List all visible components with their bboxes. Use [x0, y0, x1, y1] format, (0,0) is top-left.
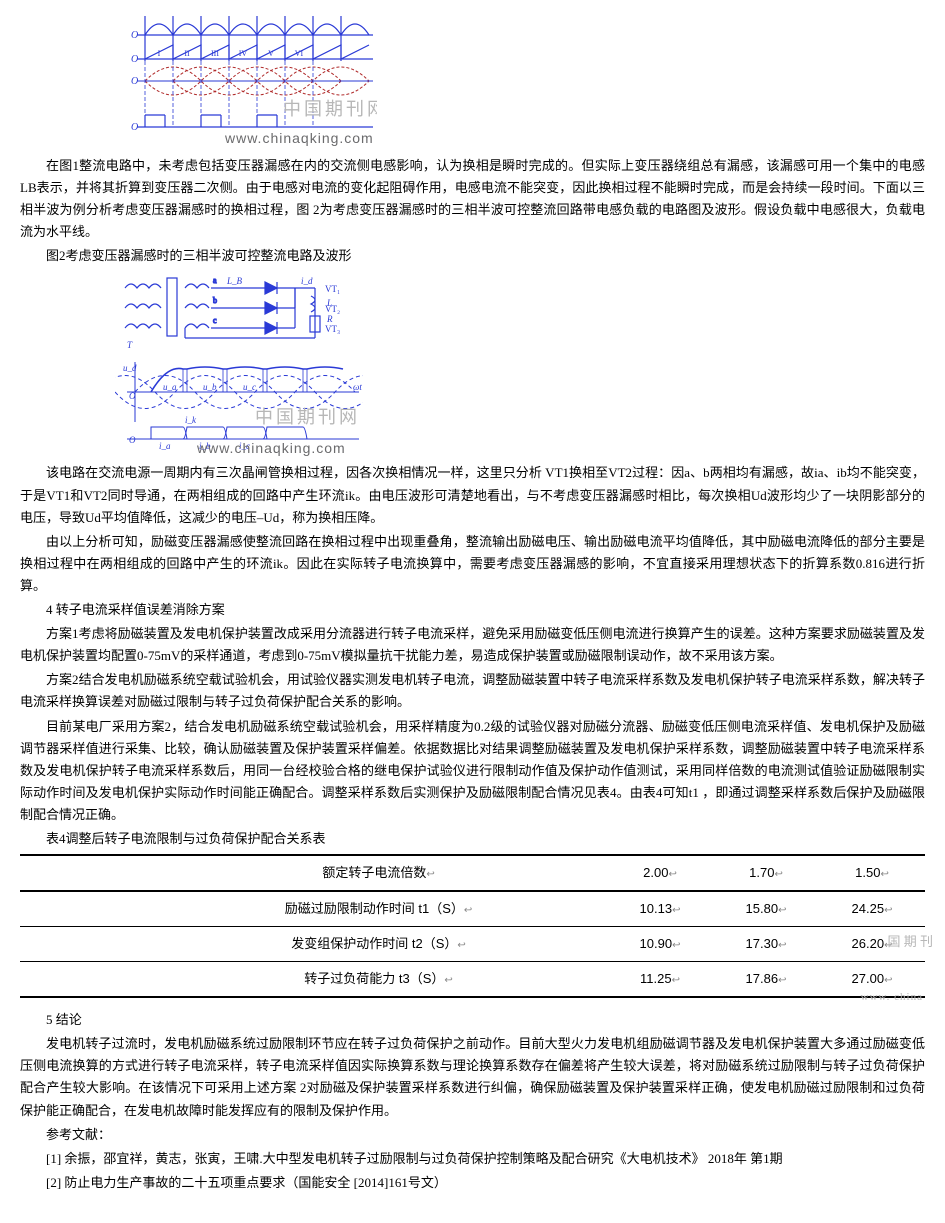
- svg-text:VI: VI: [295, 49, 304, 58]
- svg-text:u_d: u_d: [123, 363, 137, 373]
- svg-text:b: b: [213, 296, 217, 305]
- svg-text:L: L: [326, 298, 332, 308]
- svg-text:u_a: u_a: [163, 382, 177, 392]
- table-row: 发变组保护动作时间 t2（S）↩ 10.90↩ 17.30↩ 26.20↩国 期…: [20, 927, 925, 962]
- section-5-heading: 5 结论: [20, 1009, 925, 1031]
- row-value: 10.90↩: [607, 927, 713, 962]
- svg-text:中国期刊网: 中国期刊网: [283, 99, 377, 119]
- paragraph-3: 由以上分析可知，励磁变压器漏感使整流回路在换相过程中出现重叠角，整流输出励磁电压…: [20, 531, 925, 597]
- row-value: 26.20↩国 期 刊: [819, 927, 925, 962]
- row-label: 励磁过励限制动作时间 t1（S）↩: [20, 891, 607, 927]
- table-col-0: 2.00↩: [607, 855, 713, 891]
- svg-text:u_b: u_b: [203, 382, 217, 392]
- table-head-row: 额定转子电流倍数↩ 2.00↩ 1.70↩ 1.50↩: [20, 855, 925, 891]
- reference-1: [1] 余振，邵宜祥，黄志，张寅，王啸.大中型发电机转子过励限制与过负荷保护控制…: [20, 1148, 925, 1170]
- svg-text:i_k: i_k: [185, 415, 197, 425]
- svg-text:V: V: [268, 49, 274, 58]
- svg-text:R: R: [326, 314, 333, 324]
- svg-text:VT₁: VT₁: [325, 284, 340, 294]
- svg-text:O: O: [129, 391, 136, 401]
- svg-text:L_B: L_B: [226, 276, 243, 286]
- table-col-2: 1.50↩: [819, 855, 925, 891]
- table-col-1: 1.70↩: [713, 855, 819, 891]
- paragraph-1: 在图1整流电路中，未考虑包括变压器漏感在内的交流侧电感影响，认为换相是瞬时完成的…: [20, 155, 925, 243]
- svg-text:O: O: [129, 435, 136, 445]
- paragraph-2: 该电路在交流电源一周期内有三次晶闸管换相过程，因各次换相情况一样，这里只分析 V…: [20, 462, 925, 528]
- reference-2: [2] 防止电力生产事故的二十五项重点要求（国能安全 [2014]161号文）: [20, 1172, 925, 1194]
- svg-text:O: O: [131, 76, 138, 87]
- table-4: 额定转子电流倍数↩ 2.00↩ 1.70↩ 1.50↩ 励磁过励限制动作时间 t…: [20, 854, 925, 998]
- svg-text:VT₃: VT₃: [325, 324, 340, 334]
- row-value: 17.30↩: [713, 927, 819, 962]
- references-label: 参考文献：: [20, 1124, 925, 1146]
- table-row: 励磁过励限制动作时间 t1（S）↩ 10.13↩ 15.80↩ 24.25↩: [20, 891, 925, 927]
- svg-text:III: III: [211, 49, 219, 58]
- paragraph-5: 方案2结合发电机励磁系统空载试验机会，用试验仪器实测发电机转子电流，调整励磁装置…: [20, 669, 925, 713]
- svg-text:i_d: i_d: [301, 276, 313, 286]
- watermark-url-icon: www. china: [20, 988, 925, 1007]
- table-4-caption: 表4调整后转子电流限制与过负荷保护配合关系表: [20, 828, 925, 850]
- svg-text:IV: IV: [239, 49, 248, 58]
- watermark-cn-icon: 国 期 刊: [887, 931, 933, 953]
- svg-text:u_c: u_c: [243, 382, 256, 392]
- row-value: 24.25↩: [819, 891, 925, 927]
- svg-text:中国期刊网: 中国期刊网: [255, 407, 360, 427]
- row-value: 15.80↩: [713, 891, 819, 927]
- table-head-label: 额定转子电流倍数↩: [20, 855, 607, 891]
- figure-2-caption: 图2考虑变压器漏感时的三相半波可控整流电路及波形: [20, 245, 925, 267]
- row-value: 10.13↩: [607, 891, 713, 927]
- svg-text:O: O: [131, 122, 138, 133]
- svg-text:II: II: [184, 49, 190, 58]
- paragraph-7: 发电机转子过流时，发电机励磁系统过励限制环节应在转子过负荷保护之前动作。目前大型…: [20, 1033, 925, 1121]
- svg-text:www.chinaqking.com: www.chinaqking.com: [224, 130, 374, 146]
- svg-text:I: I: [158, 49, 161, 58]
- row-label: 发变组保护动作时间 t2（S）↩: [20, 927, 607, 962]
- section-4-heading: 4 转子电流采样值误差消除方案: [20, 599, 925, 621]
- figure-1-waveform: O O IIIIII IVVVI O O: [115, 15, 925, 150]
- paragraph-4: 方案1考虑将励磁装置及发电机保护装置改成采用分流器进行转子电流采样，避免采用励磁…: [20, 623, 925, 667]
- svg-text:c: c: [213, 316, 217, 325]
- svg-text:ωt: ωt: [353, 382, 362, 392]
- svg-text:O: O: [131, 30, 138, 41]
- figure-2-waveform: u_d O u_au_bu_c ωt i_ai_bi_c i_k O 中国期刊网…: [115, 357, 925, 457]
- row-value: 27.00↩: [819, 962, 925, 998]
- svg-text:a: a: [213, 276, 217, 285]
- svg-text:www.chinaqking.com: www.chinaqking.com: [196, 440, 346, 456]
- paragraph-6: 目前某电厂采用方案2，结合发电机励磁系统空载试验机会，用采样精度为0.2级的试验…: [20, 716, 925, 826]
- figure-2-circuit: a b c VT₁ VT₂: [115, 272, 925, 352]
- svg-text:i_a: i_a: [159, 441, 171, 451]
- svg-text:O: O: [131, 54, 138, 65]
